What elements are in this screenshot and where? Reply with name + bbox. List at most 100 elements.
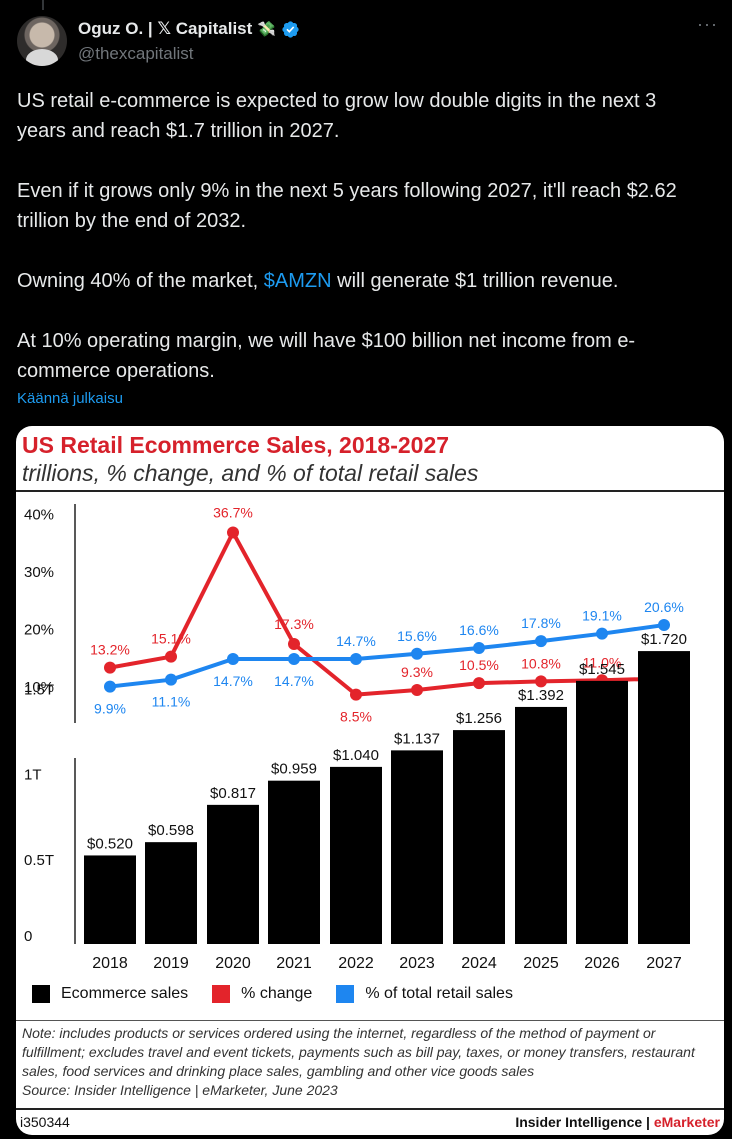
share-series-label-2027: 20.6% (644, 599, 684, 615)
legend-label-sales: Ecommerce sales (61, 985, 189, 1002)
chart-subtitle: trillions, % change, and % of total reta… (22, 460, 479, 486)
x-tick-label-2021: 2021 (276, 955, 312, 972)
bar-2027 (638, 651, 690, 944)
share-series-label-2019: 11.1% (152, 694, 191, 710)
tweet-media-image[interactable]: US Retail Ecommerce Sales, 2018-2027 tri… (16, 426, 724, 1135)
bar-value-label-2024: $1.256 (456, 710, 502, 727)
legend-swatch-change (212, 985, 231, 1003)
bar-2024 (453, 730, 505, 944)
tweet-paragraph-1: US retail e-commerce is expected to grow… (17, 90, 657, 142)
share-series-point-2027 (658, 619, 670, 632)
change-series-point-2018 (104, 661, 116, 674)
share-series-point-2022 (350, 652, 362, 665)
change-series-label-2026: 11.0% (583, 654, 622, 670)
note-divider (16, 1020, 724, 1021)
legend-swatch-share (336, 985, 355, 1003)
share-series-point-2018 (104, 680, 116, 693)
bar-2026 (576, 680, 628, 944)
bar-2025 (515, 706, 567, 944)
share-series-label-2018: 9.9% (94, 701, 126, 717)
paragraph-3-end: will generate $1 trillion revenue. (331, 270, 619, 292)
chart-title: US Retail Ecommerce Sales, 2018-2027 (22, 432, 450, 458)
tweet-paragraph-2: Even if it grows only 9% in the next 5 y… (17, 180, 677, 232)
change-series-line (109, 530, 665, 697)
x-tick-label-2027: 2027 (646, 955, 682, 972)
bar-y-tick-label-1.5: 1.5T (24, 682, 54, 699)
bar-value-label-2023: $1.137 (394, 730, 440, 747)
x-tick-label-2025: 2025 (523, 955, 559, 972)
title-divider (16, 490, 724, 492)
share-series-point-2024 (473, 642, 485, 655)
chart-legend: Ecommerce sales % change % of total reta… (32, 985, 537, 1003)
avatar[interactable] (17, 16, 67, 66)
bar-value-label-2021: $0.959 (271, 761, 317, 778)
bar-y-tick-label-0: 0 (24, 928, 32, 945)
share-series-label-2024: 16.6% (459, 622, 499, 638)
x-tick-label-2022: 2022 (338, 955, 374, 972)
legend-item-sales: Ecommerce sales (32, 985, 188, 1003)
share-series-point-2023 (411, 647, 423, 660)
line-y-tick-label-20: 20% (24, 622, 54, 639)
legend-label-change: % change (241, 985, 313, 1002)
change-series-label-2022: 8.5% (340, 709, 372, 725)
display-name[interactable]: Oguz O. | 𝕏 Capitalist (78, 19, 253, 38)
bar-2022 (330, 766, 382, 944)
bar-2020 (207, 804, 259, 944)
x-tick-label-2024: 2024 (461, 955, 497, 972)
change-series-point-2023 (411, 684, 423, 697)
user-handle[interactable]: @thexcapitalist (78, 44, 194, 63)
bar-y-tick-label-0.5: 0.5T (24, 852, 54, 869)
change-series-label-2018: 13.2% (90, 642, 130, 658)
change-series-point-2024 (473, 677, 485, 690)
share-series-label-2026: 19.1% (582, 608, 622, 624)
thread-connector (42, 0, 44, 10)
share-series-label-2022: 14.7% (336, 633, 376, 649)
line-y-tick-label-40: 40% (24, 507, 54, 524)
brand-credit: Insider Intelligence | eMarketer (515, 1114, 720, 1130)
change-series-label-2024: 10.5% (459, 657, 499, 673)
x-tick-label-2020: 2020 (215, 955, 251, 972)
line-y-tick-label-30: 30% (24, 564, 54, 581)
chart-note-text: Note: includes products or services orde… (22, 1025, 695, 1079)
brand-emarketer: eMarketer (653, 1114, 720, 1130)
verified-badge-icon[interactable] (281, 20, 300, 39)
bar-2019 (145, 842, 197, 944)
tweet-text: US retail e-commerce is expected to grow… (17, 86, 707, 386)
author-name-row[interactable]: Oguz O. | 𝕏 Capitalist 💸 (78, 19, 300, 39)
share-series-point-2021 (288, 652, 300, 665)
ecommerce-chart: 10% 20% 30% 40% 13.2% 15.1% 36.7% 17.3% 8.5% 9.3%… (24, 504, 690, 972)
paragraph-3-start: Owning 40% of the market, (17, 270, 264, 292)
cashtag-link[interactable]: $AMZN (263, 270, 332, 292)
bar-2021 (268, 780, 320, 944)
change-series-label-2025: 10.8% (521, 655, 561, 671)
x-tick-label-2023: 2023 (399, 955, 435, 972)
share-series-line (109, 623, 665, 689)
share-series-label-2021: 14.7% (274, 673, 314, 689)
footer-divider (16, 1108, 724, 1110)
share-series-point-2020 (227, 652, 239, 665)
bar-y-tick-label-1: 1T (24, 767, 42, 784)
bar-value-label-2020: $0.817 (210, 785, 256, 802)
x-tick-label-2018: 2018 (92, 955, 128, 972)
change-series-point-2019 (165, 650, 177, 663)
change-series-label-2019: 15.1% (151, 631, 191, 647)
share-series-point-2025 (535, 635, 547, 648)
change-series-point-2021 (288, 638, 300, 651)
more-options-icon[interactable]: ··· (697, 14, 718, 34)
share-series-point-2026 (596, 627, 608, 640)
change-series-label-2020: 36.7% (213, 504, 253, 520)
chart-source: Source: Insider Intelligence | eMarketer… (22, 1082, 338, 1098)
change-series-point-2025 (535, 675, 547, 688)
chart-note: Note: includes products or services orde… (22, 1024, 722, 1100)
bar-value-label-2027: $1.720 (641, 631, 687, 648)
bar-value-label-2019: $0.598 (148, 822, 194, 839)
money-wings-icon: 💸 (257, 21, 276, 38)
change-series-label-2023: 9.3% (401, 664, 433, 680)
bar-value-label-2025: $1.392 (518, 687, 564, 704)
translate-post-link[interactable]: Käännä julkaisu (17, 390, 123, 407)
change-series-point-2022 (350, 688, 362, 701)
x-tick-label-2026: 2026 (584, 955, 620, 972)
legend-swatch-sales (32, 985, 50, 1003)
share-series-label-2025: 17.8% (521, 615, 561, 631)
legend-label-share: % of total retail sales (365, 985, 513, 1002)
